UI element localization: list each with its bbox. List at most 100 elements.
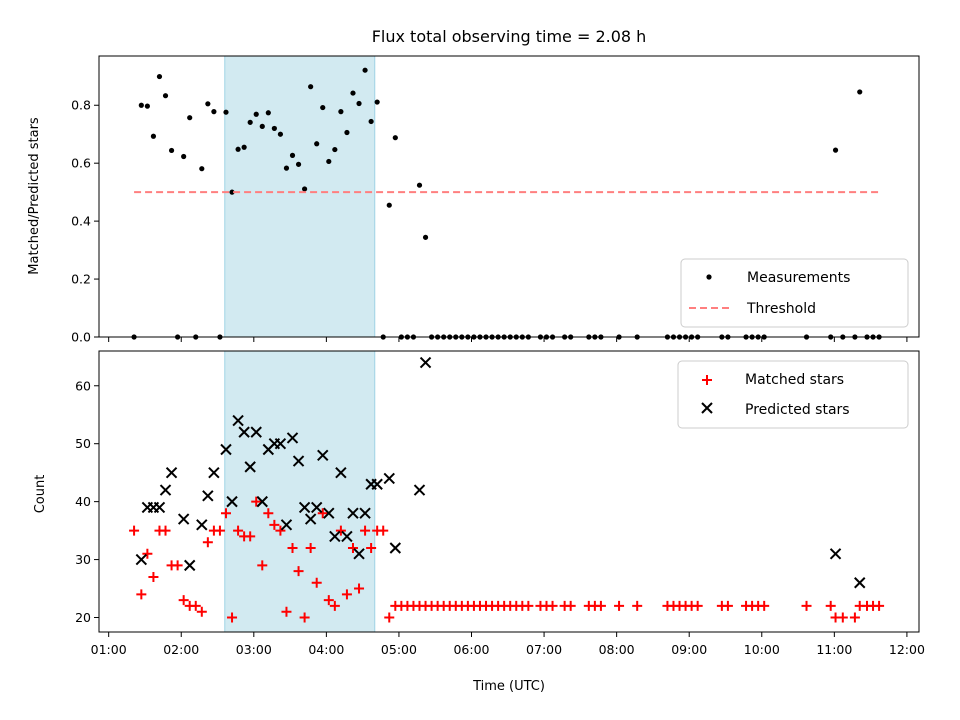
measurement-point: [302, 186, 308, 192]
measurement-point: [422, 234, 429, 240]
measurement-point: [283, 165, 290, 171]
predicted-stars-point: [184, 559, 196, 572]
top-y-axis: 0.0 0.2 0.4 0.6 0.8: [71, 98, 99, 345]
bottom-x-axis: 01:00 02:00 03:00 04:00 05:00 06:00 07:00 08:00…: [91, 632, 925, 657]
predicted-stars-point: [256, 495, 268, 508]
predicted-stars-point: [280, 519, 293, 531]
predicted-stars-point: [329, 530, 341, 543]
top-axes-frame: [98, 55, 920, 338]
predicted-stars-point: [413, 484, 426, 496]
measurement-point: [235, 146, 241, 152]
measurement-point: [223, 109, 229, 115]
measurement-point: [241, 144, 247, 150]
x-tick-label: 07:00: [526, 642, 562, 657]
x-axis-label: Time (UTC): [472, 679, 545, 694]
predicted-stars-point: [292, 455, 305, 467]
measurement-point: [332, 146, 338, 153]
y-tick-label: 20: [75, 610, 91, 625]
predicted-stars-point: [359, 507, 371, 519]
observing-span-bottom: [224, 350, 376, 633]
matched-stars-point: [759, 600, 770, 611]
matched-stars-point: [293, 566, 304, 577]
matched-stars-point: [220, 508, 231, 519]
predicted-stars-point: [220, 443, 232, 456]
predicted-legend-marker: [701, 402, 713, 414]
matched-stars-point: [341, 589, 352, 600]
predicted-stars-point: [177, 513, 190, 525]
measurement-point: [211, 109, 217, 115]
x-tick-label: 10:00: [744, 642, 780, 657]
y-tick-label: 0.8: [71, 98, 91, 113]
predicted-stars-point: [159, 484, 172, 496]
matched-stars-point: [275, 525, 286, 536]
predicted-stars-point: [274, 437, 287, 450]
predicted-stars-point: [232, 414, 244, 427]
x-tick-label: 04:00: [308, 642, 344, 657]
legend-measurements: Measurements: [747, 270, 850, 286]
matched-stars-point: [384, 612, 395, 623]
measurement-point: [265, 110, 271, 116]
bottom-axes-frame: [98, 350, 920, 633]
measurement-point: [259, 123, 265, 129]
matched-stars-point: [632, 600, 643, 611]
measurement-point: [832, 147, 839, 153]
measurement-point: [277, 131, 284, 137]
matched-stars-point: [547, 600, 558, 611]
measurement-point: [144, 103, 150, 109]
measurement-point: [308, 84, 314, 90]
matched-stars-point: [251, 496, 262, 507]
bottom-legend: Matched stars Predicted stars: [677, 360, 909, 429]
matched-stars-point: [335, 525, 346, 536]
bottom-panel: 20 30 40 50 60 01:00 02:00 03:00 04:00 05:00 06:0…: [33, 350, 925, 694]
matched-stars-point: [317, 508, 328, 519]
y-tick-label: 0.4: [71, 214, 91, 229]
matched-legend-marker: [702, 375, 712, 385]
measurement-point: [344, 129, 350, 136]
measurement-point: [392, 135, 398, 141]
matched-stars-point: [160, 525, 171, 536]
measurement-point: [253, 111, 259, 117]
top-x-ticks: [108, 337, 908, 342]
predicted-stars-point: [165, 466, 178, 479]
x-tick-label: 11:00: [816, 642, 852, 657]
predicted-stars-point: [310, 501, 323, 514]
predicted-stars-point: [153, 501, 166, 514]
matched-stars-point: [148, 571, 159, 582]
measurement-point: [368, 118, 374, 125]
measurement-point: [314, 141, 320, 147]
top-y-axis-label: Matched/Predicted stars: [27, 117, 42, 275]
measurement-point: [181, 153, 187, 160]
y-tick-label: 30: [75, 552, 91, 567]
predicted-stars-point: [371, 478, 383, 490]
measurement-point: [199, 166, 205, 172]
predicted-stars-point: [341, 530, 353, 543]
x-tick-label: 09:00: [671, 642, 707, 657]
matched-stars-point: [129, 525, 140, 536]
matched-stars-point: [299, 612, 310, 623]
matched-stars-point: [281, 606, 292, 617]
measurement-point: [150, 133, 157, 139]
measurement-point: [295, 161, 302, 167]
matched-stars-point: [722, 600, 733, 611]
measurement-point: [338, 109, 344, 115]
measurement-point: [168, 147, 175, 154]
predicted-stars-point: [208, 466, 220, 479]
measurement-point: [138, 102, 144, 108]
x-tick-label: 06:00: [453, 642, 489, 657]
measurement-point: [362, 67, 368, 73]
predicted-stars-point: [347, 507, 359, 519]
matched-stars-point: [202, 537, 213, 548]
predicted-stars-point: [298, 501, 311, 514]
y-tick-label: 0.6: [71, 156, 91, 171]
legend-threshold: Threshold: [746, 301, 816, 317]
measurement-point: [386, 202, 392, 208]
matched-stars-point: [172, 560, 183, 571]
predicted-stars-point: [854, 577, 866, 589]
matched-stars-point: [263, 508, 274, 519]
matched-stars-point: [269, 519, 280, 530]
measurement-point: [156, 73, 163, 80]
x-tick-label: 05:00: [381, 642, 417, 657]
x-tick-label: 02:00: [163, 642, 199, 657]
matched-stars-point: [837, 612, 848, 623]
